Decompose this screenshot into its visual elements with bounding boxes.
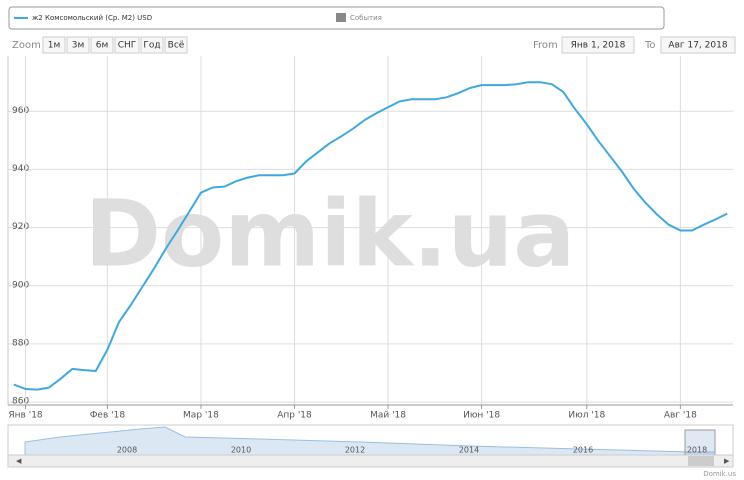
zoom-button[interactable] — [164, 36, 188, 54]
x-tick-label: Фев '18 — [90, 411, 126, 421]
navigator-label: 2010 — [231, 446, 251, 455]
from-label: From — [533, 40, 558, 51]
zoom-button-label[interactable]: СНГ — [118, 41, 137, 51]
scrollbar-thumb[interactable] — [688, 456, 714, 466]
scrollbar[interactable] — [7, 454, 734, 468]
zoom-button[interactable] — [66, 36, 90, 54]
x-tick-label: Янв '18 — [8, 411, 43, 421]
y-tick-label: 960 — [12, 106, 29, 116]
to-input[interactable]: Авг 17, 2018 — [668, 41, 727, 51]
watermark: Domik.ua — [85, 180, 576, 287]
navigator-window[interactable] — [684, 429, 716, 456]
y-tick-label: 860 — [12, 397, 29, 407]
zoom-label: Zoom — [12, 40, 41, 51]
scroll-right[interactable]: ▶ — [724, 457, 730, 465]
x-tick-label: Май '18 — [370, 411, 406, 421]
y-tick-label: 920 — [12, 222, 29, 232]
from-input[interactable]: Янв 1, 2018 — [571, 41, 626, 51]
navigator-label: 2008 — [117, 446, 137, 455]
zoom-button[interactable] — [140, 36, 164, 54]
y-tick-label: 880 — [12, 338, 29, 348]
credit: Domik.us — [703, 470, 736, 478]
from-input-box[interactable] — [561, 36, 635, 54]
x-tick-label: Июл '18 — [568, 411, 605, 421]
zoom-button[interactable] — [42, 36, 66, 54]
zoom-button[interactable] — [90, 36, 114, 54]
scroll-left[interactable]: ◀ — [16, 457, 22, 465]
zoom-button[interactable] — [114, 36, 140, 54]
x-tick-label: Мар '18 — [183, 411, 219, 421]
y-tick-label: 900 — [12, 280, 29, 290]
zoom-button-label[interactable]: 1м — [48, 41, 61, 51]
y-tick-label: 940 — [12, 164, 29, 174]
x-tick-label: Июн '18 — [463, 411, 500, 421]
zoom-button-label[interactable]: 6м — [96, 41, 109, 51]
events-swatch — [336, 13, 346, 22]
legend-entry[interactable]: ж2 Комсомольский (Ср. М2) USD — [32, 14, 152, 22]
navigator-label: 2018 — [687, 446, 707, 455]
navigator-label: 2016 — [573, 446, 593, 455]
events-entry[interactable]: События — [350, 14, 382, 22]
x-tick-label: Авг '18 — [664, 411, 697, 421]
x-tick-label: Апр '18 — [277, 411, 312, 421]
navigator-label: 2014 — [459, 446, 479, 455]
zoom-button-label[interactable]: 3м — [72, 41, 85, 51]
to-label: To — [644, 40, 656, 51]
to-input-box[interactable] — [660, 36, 736, 54]
navigator-label: 2012 — [345, 446, 365, 455]
zoom-button-label[interactable]: Год — [143, 41, 160, 51]
zoom-button-label[interactable]: Всё — [168, 41, 185, 51]
series-line — [13, 81, 728, 391]
